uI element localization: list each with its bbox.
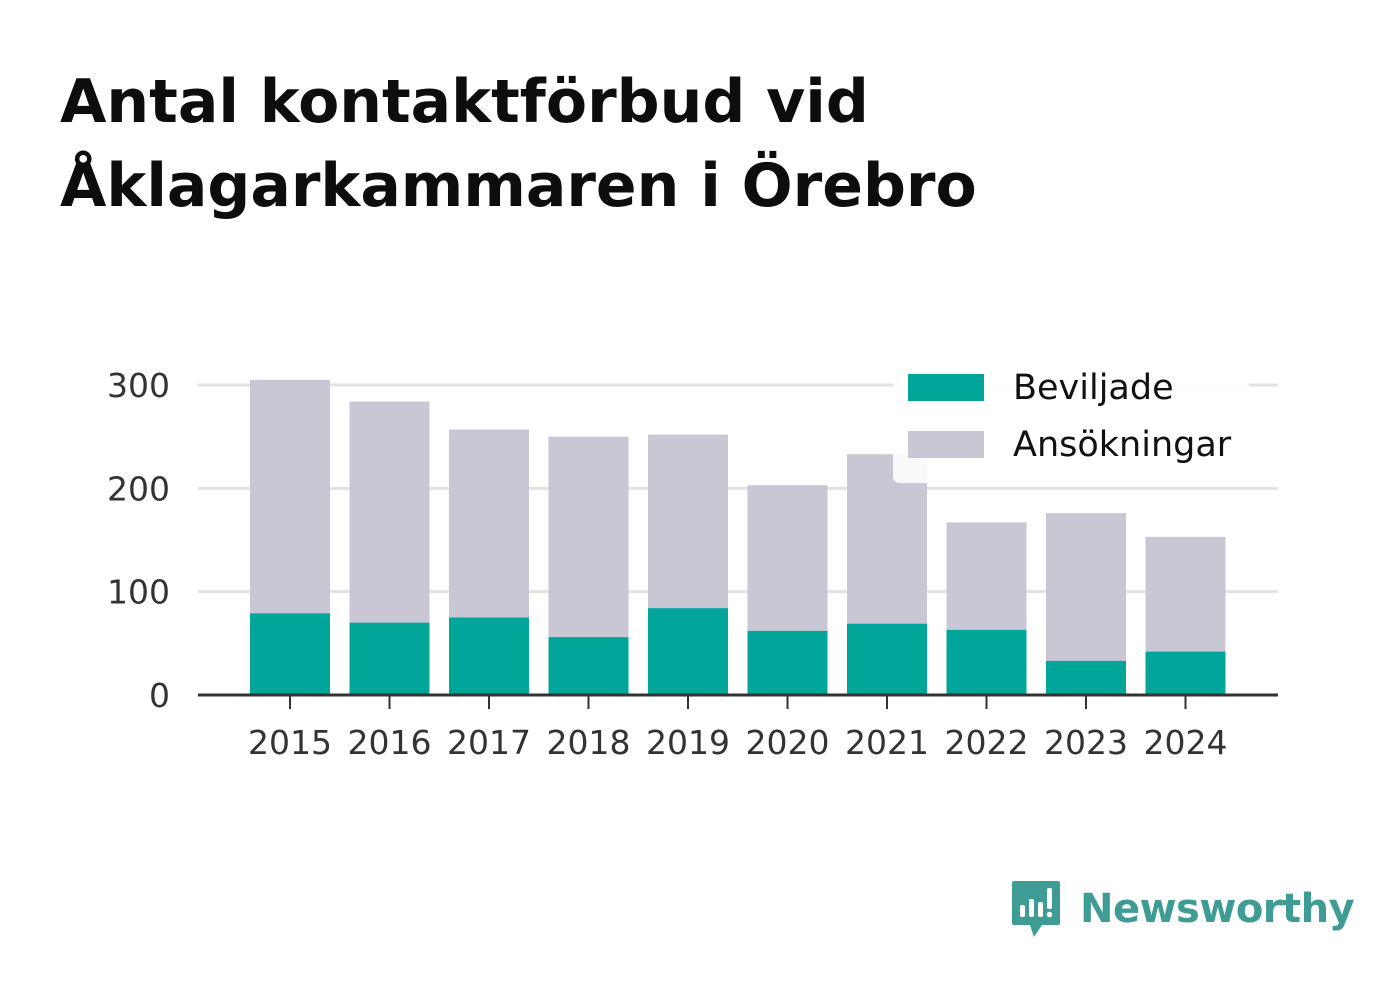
x-tick-label-2016: 2016 bbox=[348, 723, 432, 762]
bar-beviljade-2024 bbox=[1145, 651, 1226, 695]
bar-beviljade-2016 bbox=[349, 622, 430, 695]
bar-beviljade-2017 bbox=[449, 617, 529, 695]
legend-label-1: Beviljade bbox=[1013, 368, 1174, 408]
chart-title-line-1: Antal kontaktförbud vid bbox=[60, 67, 869, 137]
bar-beviljade-2021 bbox=[847, 623, 927, 695]
y-tick-label-300: 300 bbox=[107, 366, 170, 405]
legend-swatch-2 bbox=[908, 431, 984, 458]
bar-beviljade-2015 bbox=[250, 613, 330, 695]
chart-title: Antal kontaktförbud vid Åklagarkammaren … bbox=[60, 60, 1260, 228]
x-tick-label-2019: 2019 bbox=[646, 723, 730, 762]
chart-title-line-2: Åklagarkammaren i Örebro bbox=[60, 151, 977, 221]
x-tick-label-2024: 2024 bbox=[1144, 723, 1228, 762]
y-tick-label-200: 200 bbox=[107, 469, 170, 508]
brand-logo: Newsworthy bbox=[1010, 878, 1355, 940]
bar-beviljade-2020 bbox=[747, 630, 828, 695]
x-tick-label-2020: 2020 bbox=[746, 723, 830, 762]
legend-label-2: Ansökningar bbox=[1013, 425, 1232, 465]
x-tick-label-2022: 2022 bbox=[945, 723, 1029, 762]
bar-beviljade-2022 bbox=[946, 629, 1027, 695]
y-tick-label-100: 100 bbox=[107, 573, 170, 612]
x-tick-label-2023: 2023 bbox=[1044, 723, 1128, 762]
x-tick-label-2018: 2018 bbox=[547, 723, 631, 762]
x-tick-label-2015: 2015 bbox=[248, 723, 332, 762]
beviljade-bars bbox=[250, 608, 1226, 695]
x-tick-label-2021: 2021 bbox=[845, 723, 929, 762]
axes: 0 100 200 300 2015 2016 2017 2018 2019 2020 2021 20… bbox=[107, 366, 1278, 762]
bar-beviljade-2018 bbox=[548, 637, 629, 695]
bar-beviljade-2023 bbox=[1046, 660, 1126, 695]
x-tick-label-2017: 2017 bbox=[447, 723, 531, 762]
legend-swatch-1 bbox=[908, 374, 984, 401]
brand-name: Newsworthy bbox=[1080, 886, 1355, 932]
y-tick-label-0: 0 bbox=[149, 676, 170, 715]
bar-beviljade-2019 bbox=[648, 608, 728, 695]
newsworthy-logo-icon bbox=[1012, 881, 1060, 937]
legend: Beviljade Ansökningar bbox=[893, 355, 1249, 483]
